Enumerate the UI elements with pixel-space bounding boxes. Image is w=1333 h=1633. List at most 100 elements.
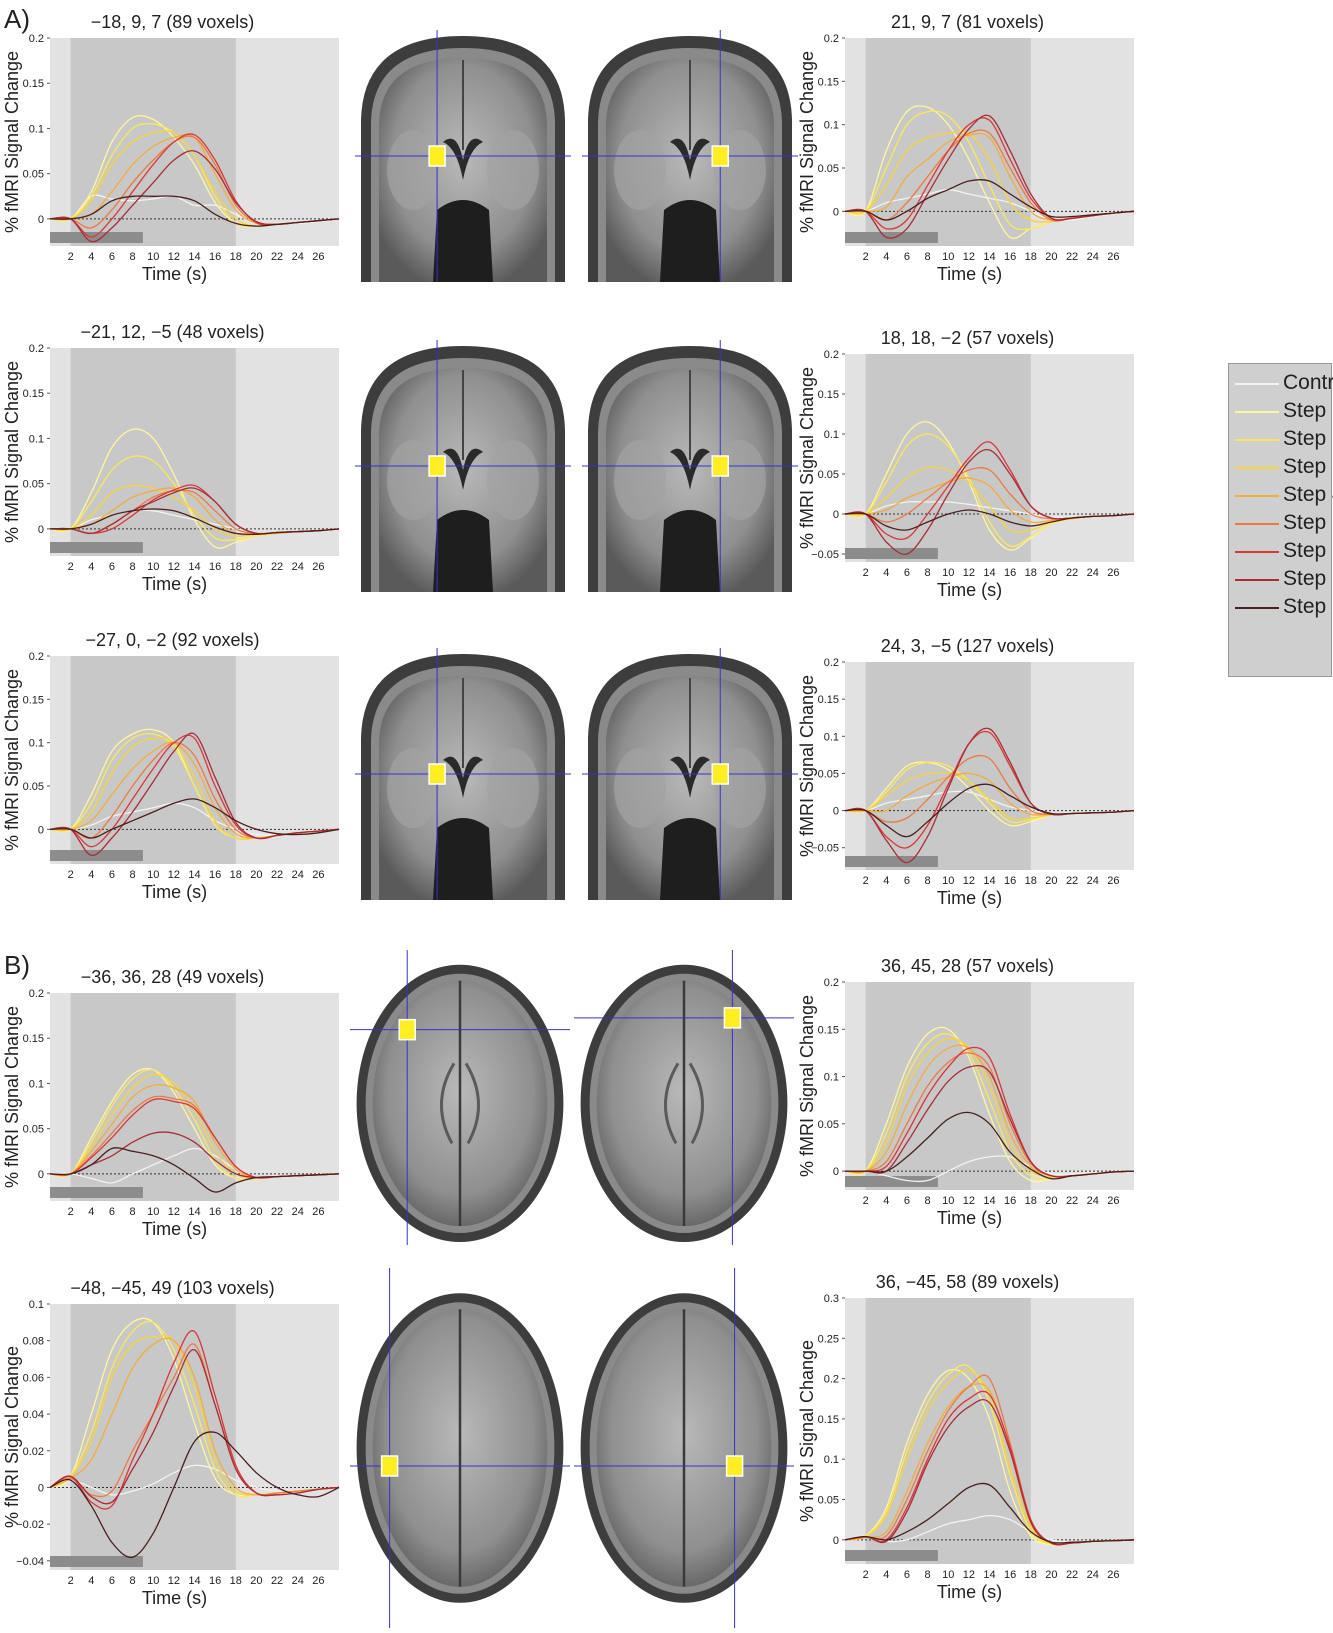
y-tick-label: 0.2 — [824, 349, 839, 361]
stimulus-bar — [50, 542, 143, 553]
x-tick-label: 4 — [883, 251, 889, 263]
legend-swatch — [1235, 579, 1279, 581]
chart-svg: 0.20.150.10.050−0.052 4 6 8 10 12 14 16 18 20 22 24… — [797, 657, 1135, 908]
y-tick-label: 0 — [833, 806, 839, 818]
x-tick-label: 22 — [1066, 251, 1078, 263]
x-tick-label: 6 — [904, 251, 910, 263]
x-tick-label: 4 — [883, 567, 889, 579]
legend-swatch — [1235, 411, 1279, 413]
chart-right-1: 21, 9, 7 (81 voxels) 0.2 0.15 0.1 0.05 0 2 4 6 8… — [795, 8, 1140, 304]
y-tick-label: 0.05 — [818, 1119, 839, 1131]
x-tick-label: 18 — [1025, 875, 1037, 887]
x-tick-label: 10 — [147, 1206, 159, 1218]
series-line-step-8 — [844, 783, 1135, 838]
x-tick-label: 6 — [904, 875, 910, 887]
y-axis-label: % fMRI Signal Change — [797, 995, 817, 1177]
ventricle-right — [688, 1062, 704, 1145]
legend-label: Step 7 — [1283, 567, 1333, 590]
y-tick-label: 0.05 — [818, 1495, 839, 1507]
x-tick-label: 6 — [109, 251, 115, 263]
x-tick-label: 20 — [250, 869, 262, 881]
x-tick-label: 20 — [250, 1206, 262, 1218]
ventricles — [670, 756, 710, 798]
brain-axial-right-4 — [574, 950, 794, 1245]
series-line-step-8 — [49, 798, 340, 839]
task-period-shade — [70, 38, 236, 246]
x-tick-label: 22 — [1066, 875, 1078, 887]
y-tick-label: 0.2 — [29, 651, 44, 663]
series-line-step-8 — [844, 1482, 1135, 1544]
y-tick-label: 0.15 — [818, 389, 839, 401]
series-line-step-7 — [49, 732, 340, 856]
x-tick-label: 22 — [271, 1206, 283, 1218]
brain-coronal-left-2 — [355, 340, 571, 592]
chart-left-2: −21, 12, −5 (48 voxels) 0.2 0.15 0.1 0.05 0 2… — [0, 318, 345, 614]
x-tick-label: 8 — [925, 1569, 931, 1581]
panel-label-a: A) — [4, 4, 30, 34]
x-tick-label: 16 — [1004, 875, 1016, 887]
x-tick-label: 8 — [925, 1195, 931, 1207]
activation-cluster — [428, 763, 446, 785]
x-tick-label: 14 — [983, 1569, 995, 1581]
x-tick-label: 4 — [88, 1575, 94, 1587]
chart-right-3: 24, 3, −5 (127 voxels) 0.2 0.15 0.1 0.05 0 −0… — [795, 632, 1140, 928]
y-tick-label: 0.05 — [23, 781, 44, 793]
ventricles — [443, 448, 483, 490]
legend: Control Step 1 Step 2 Step 3 Step 4 Step… — [1228, 363, 1333, 677]
legend-swatch — [1235, 607, 1279, 609]
y-tick-label: 0.08 — [23, 1336, 44, 1348]
y-tick-label: 0.1 — [824, 1072, 839, 1084]
y-tick-label: 0.1 — [824, 429, 839, 441]
chart-title: 36, 45, 28 (57 voxels) — [880, 956, 1055, 976]
x-tick-label: 16 — [209, 1575, 221, 1587]
x-tick-label: 4 — [883, 1195, 889, 1207]
x-tick-label: 4 — [88, 251, 94, 263]
x-tick-label: 20 — [1045, 1569, 1057, 1581]
x-tick-label: 22 — [1066, 1195, 1078, 1207]
x-axis-label: Time (s) — [142, 882, 207, 902]
y-tick-label: 0 — [833, 1166, 839, 1178]
task-period-shade — [865, 982, 1031, 1190]
legend-item: Step 1 — [1235, 398, 1333, 424]
x-tick-label: 12 — [168, 561, 180, 573]
x-tick-label: 10 — [942, 875, 954, 887]
x-tick-label: 8 — [130, 869, 136, 881]
legend-swatch — [1235, 523, 1279, 525]
x-tick-label: 14 — [188, 251, 200, 263]
stimulus-bar — [845, 856, 938, 867]
x-tick-label: 8 — [130, 1206, 136, 1218]
y-tick-label: 0.05 — [23, 169, 44, 181]
x-tick-label: 8 — [925, 567, 931, 579]
legend-label: Step 4 — [1283, 483, 1333, 506]
stimulus-bar — [845, 1550, 938, 1561]
x-tick-label: 16 — [209, 869, 221, 881]
y-tick-label: 0 — [833, 1535, 839, 1547]
x-tick-label: 24 — [292, 251, 304, 263]
y-tick-label: 0.1 — [29, 738, 44, 750]
brain-coronal-left-3 — [355, 648, 571, 900]
brainstem-region — [660, 510, 720, 592]
x-tick-label: 26 — [1107, 251, 1119, 263]
y-tick-label: 0.1 — [29, 433, 44, 445]
x-tick-label: 12 — [963, 567, 975, 579]
x-tick-label: 4 — [883, 875, 889, 887]
x-tick-label: 4 — [88, 561, 94, 573]
y-axis-label: % fMRI Signal Change — [2, 51, 22, 233]
basal-ganglia-right — [487, 440, 539, 520]
x-tick-label: 10 — [942, 1569, 954, 1581]
x-axis-label: Time (s) — [937, 888, 1002, 908]
series-line-control — [844, 1155, 1135, 1183]
chart-right-2: 18, 18, −2 (57 voxels) 0.2 0.15 0.1 0.05 0 −0… — [795, 324, 1140, 620]
ventricles — [670, 138, 710, 180]
basal-ganglia-right — [714, 748, 766, 828]
x-axis-label: Time (s) — [142, 574, 207, 594]
x-axis-label: Time (s) — [142, 1588, 207, 1608]
y-tick-label: 0.04 — [23, 1409, 44, 1421]
brain-coronal-right-2 — [582, 340, 798, 592]
series-line-control — [844, 189, 1135, 222]
x-tick-label: 26 — [312, 1206, 324, 1218]
x-tick-label: 18 — [230, 1206, 242, 1218]
x-tick-label: 6 — [904, 567, 910, 579]
